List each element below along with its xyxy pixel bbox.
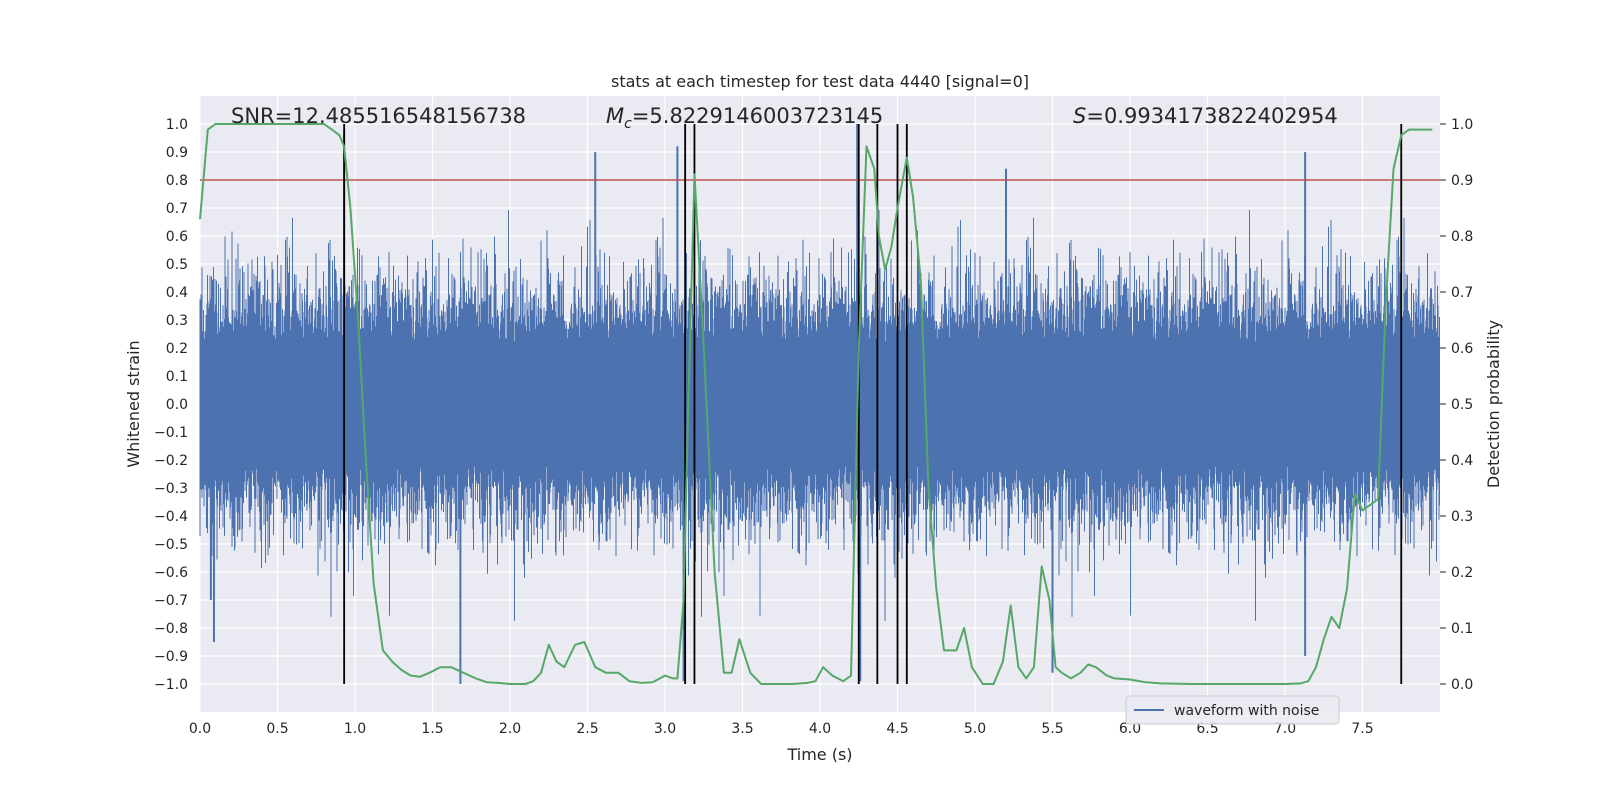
y2-tick-label: 0.9 [1451, 173, 1473, 189]
x-tick-label: 0.5 [266, 721, 288, 737]
x-tick-label: 3.5 [731, 721, 753, 737]
snr-annotation: SNR=12.485516548156738 [231, 104, 526, 128]
y2-tick-label: 0.4 [1451, 453, 1473, 469]
y-tick-label: 0.4 [166, 285, 188, 301]
y-tick-label: 0.3 [166, 313, 188, 329]
x-tick-label: 2.0 [499, 721, 521, 737]
y2-axis-ticks: 0.0 0.1 0.2 0.3 0.4 0.5 0.6 0.7 0.8 0.9 1.0 [1440, 117, 1473, 693]
x-tick-label: 0.0 [189, 721, 211, 737]
y-tick-label: 0.6 [166, 229, 188, 245]
legend-label-waveform: waveform with noise [1174, 703, 1319, 719]
chirp-mass-subscript: c [624, 116, 632, 132]
x-tick-label: 3.0 [654, 721, 676, 737]
y-tick-label: −0.8 [154, 621, 188, 637]
chirp-mass-value: =5.8229146003723145 [632, 104, 883, 128]
chart-title: stats at each timestep for test data 444… [611, 72, 1029, 91]
s-value: =0.9934173822402954 [1086, 104, 1337, 128]
y-tick-label: −0.5 [154, 537, 188, 553]
x-tick-label: 4.5 [886, 721, 908, 737]
y-tick-label: 1.0 [166, 117, 188, 133]
y-tick-label: 0.1 [166, 369, 188, 385]
probability-line [199, 123, 1433, 685]
y-tick-label: −1.0 [154, 677, 188, 693]
x-tick-label: 1.5 [421, 721, 443, 737]
y-tick-label: −0.9 [154, 649, 188, 665]
vertical-markers [343, 124, 1403, 684]
y2-tick-label: 0.8 [1451, 229, 1473, 245]
y2-tick-label: 0.7 [1451, 285, 1473, 301]
probability-series [199, 123, 1433, 685]
x-tick-label: 6.5 [1196, 721, 1218, 737]
x-axis-label: Time (s) [786, 745, 852, 764]
y-tick-label: −0.7 [154, 593, 188, 609]
y-tick-label: 0.0 [166, 397, 188, 413]
y-tick-label: 0.7 [166, 201, 188, 217]
x-axis-ticks: 0.0 0.5 1.0 1.5 2.0 2.5 3.0 3.5 4.0 4.5 5.0 5.5 6.0 6… [189, 721, 1374, 737]
x-tick-label: 5.5 [1041, 721, 1063, 737]
legend-box [1125, 695, 1340, 725]
legend: waveform with noise [1125, 695, 1340, 725]
x-tick-label: 2.5 [576, 721, 598, 737]
y2-tick-label: 0.0 [1451, 677, 1473, 693]
y-tick-label: −0.1 [154, 425, 188, 441]
x-tick-label: 7.0 [1274, 721, 1296, 737]
y2-tick-label: 1.0 [1451, 117, 1473, 133]
y2-tick-label: 0.2 [1451, 565, 1473, 581]
x-tick-label: 1.0 [344, 721, 366, 737]
y-axis-ticks: −1.0 −0.9 −0.8 −0.7 −0.6 −0.5 −0.4 −0.3 −0.2 −0.1… [154, 117, 188, 693]
chirp-mass-symbol: M [606, 104, 624, 128]
y-tick-label: −0.3 [154, 481, 188, 497]
x-tick-label: 6.0 [1119, 721, 1141, 737]
y-tick-label: −0.4 [154, 509, 188, 525]
y-tick-label: 0.2 [166, 341, 188, 357]
waveform-core [200, 342, 1440, 466]
y2-tick-label: 0.5 [1451, 397, 1473, 413]
y2-tick-label: 0.1 [1451, 621, 1473, 637]
y-tick-label: −0.2 [154, 453, 188, 469]
x-tick-label: 5.0 [964, 721, 986, 737]
x-tick-label: 7.5 [1351, 721, 1373, 737]
y-tick-label: 0.5 [166, 257, 188, 273]
s-annotation: S=0.9934173822402954 [1073, 104, 1338, 128]
waveform-series [199, 124, 1440, 684]
y-tick-label: 0.8 [166, 173, 188, 189]
y2-tick-label: 0.6 [1451, 341, 1473, 357]
y2-axis-label: Detection probability [1484, 320, 1503, 488]
chirp-mass-annotation: Mc=5.8229146003723145 [606, 104, 883, 132]
y-tick-label: 0.9 [166, 145, 188, 161]
s-symbol: S [1073, 104, 1086, 128]
y-tick-label: −0.6 [154, 565, 188, 581]
y-axis-label: Whitened strain [124, 340, 143, 467]
x-tick-label: 4.0 [809, 721, 831, 737]
y2-tick-label: 0.3 [1451, 509, 1473, 525]
